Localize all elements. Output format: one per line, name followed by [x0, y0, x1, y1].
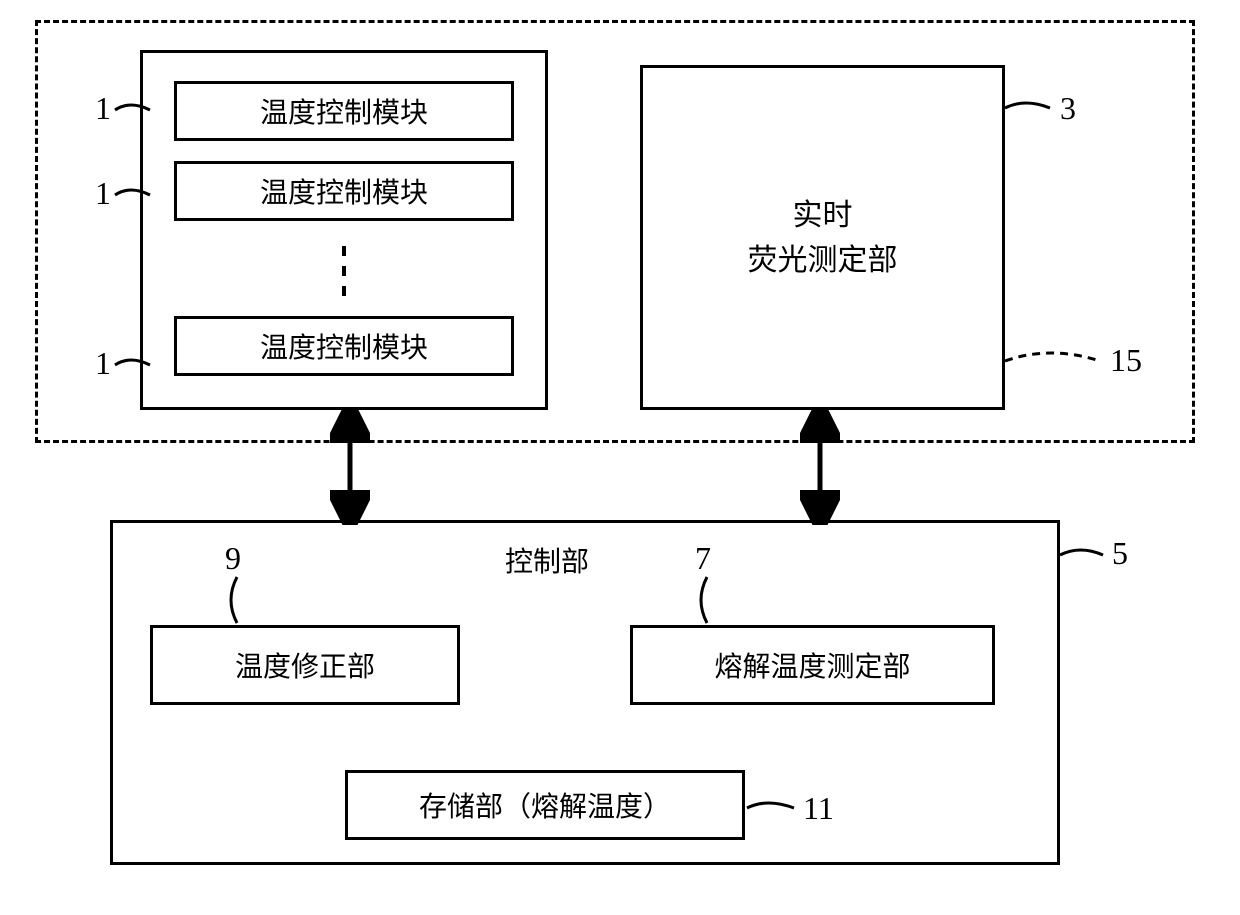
ref-label-1a: 1	[95, 90, 111, 127]
leader-5	[1055, 540, 1110, 570]
temp-module-label-2: 温度控制模块	[260, 171, 428, 211]
leader-1b	[110, 180, 160, 210]
temp-correction-box: 温度修正部	[150, 625, 460, 705]
ref-label-5: 5	[1112, 535, 1128, 572]
realtime-line2: 荧光测定部	[748, 238, 898, 283]
realtime-fluorescence-measure: 实时 荧光测定部	[640, 65, 1005, 410]
controller-title: 控制部	[505, 540, 589, 580]
storage-box: 存储部（熔解温度）	[345, 770, 745, 840]
temp-control-modules-container: 温度控制模块 温度控制模块 温度控制模块	[140, 50, 548, 410]
leader-1a	[110, 95, 160, 125]
ref-label-7: 7	[695, 540, 711, 577]
leader-7	[695, 575, 725, 630]
ref-label-3: 3	[1060, 90, 1076, 127]
leader-15	[1005, 345, 1110, 495]
temp-control-module-2: 温度控制模块	[174, 161, 514, 221]
ref-label-1c: 1	[95, 345, 111, 382]
leader-11	[742, 793, 802, 823]
melt-temp-measure-box: 熔解温度测定部	[630, 625, 995, 705]
ref-label-9: 9	[225, 540, 241, 577]
arrow-fluorescence-controller	[800, 410, 840, 525]
leader-9	[225, 575, 255, 630]
ref-label-1b: 1	[95, 175, 111, 212]
realtime-line1: 实时	[793, 193, 853, 238]
melt-temp-label: 熔解温度测定部	[714, 645, 910, 685]
arrow-modules-controller	[330, 410, 370, 525]
leader-1c	[110, 350, 160, 380]
temp-control-module-n: 温度控制模块	[174, 316, 514, 376]
storage-label: 存储部（熔解温度）	[419, 785, 671, 825]
temp-module-label-1: 温度控制模块	[260, 91, 428, 131]
ref-label-11: 11	[803, 790, 834, 827]
leader-3	[1000, 93, 1060, 123]
temp-correction-label: 温度修正部	[235, 645, 375, 685]
ellipsis-vertical-icon	[342, 231, 346, 311]
temp-control-module-1: 温度控制模块	[174, 81, 514, 141]
block-diagram: 温度控制模块 温度控制模块 温度控制模块 1 1 1 实时	[0, 0, 1240, 915]
temp-module-label-n: 温度控制模块	[260, 326, 428, 366]
ref-label-15: 15	[1110, 342, 1142, 379]
